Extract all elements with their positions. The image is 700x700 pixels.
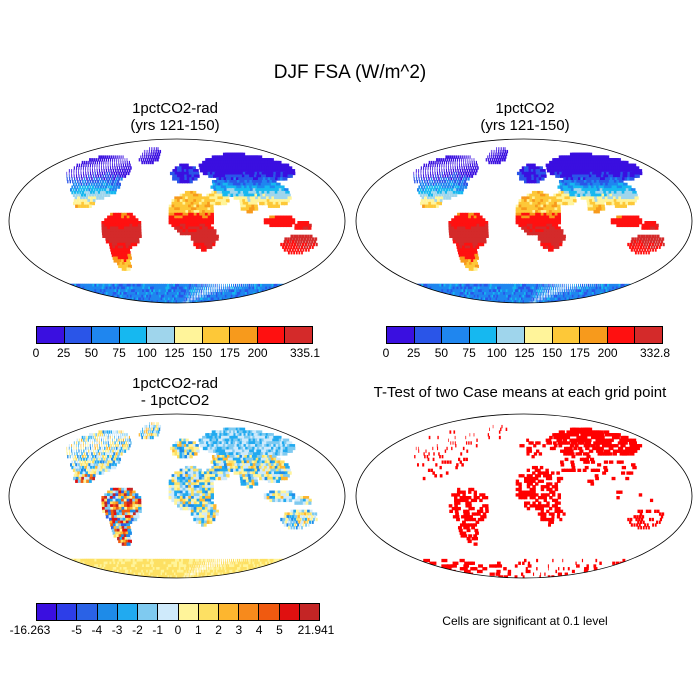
colorbar-tick-label: 75	[112, 346, 126, 360]
colorbar-swatch	[257, 327, 286, 343]
colorbar-swatch	[138, 604, 159, 620]
colorbar-swatch	[147, 327, 175, 343]
colorbar-swatch	[119, 327, 148, 343]
colorbar-swatch	[158, 604, 179, 620]
colorbar-tick-label: 150	[192, 346, 213, 360]
colorbar-swatch	[299, 604, 320, 620]
colorbar-tick-label: -5	[71, 623, 82, 637]
colorbar-tick-label: 5	[276, 623, 283, 637]
colorbar-tick-label: 50	[84, 346, 99, 360]
colorbar-labels-difference: -16.263 -5 -4 -3 -2 -1 0 1 2 3 4 5 21.941	[10, 623, 335, 639]
colorbar-swatch	[524, 327, 553, 343]
colorbar-tick-label: -1	[152, 623, 164, 637]
map-1pctco2	[355, 138, 693, 304]
colorbar-tick-label: 0	[174, 623, 182, 637]
colorbar-swatch	[469, 327, 498, 343]
colorbar-swatch	[37, 327, 65, 343]
colorbar-swatch	[230, 327, 258, 343]
colorbar-tick-label: 1	[194, 623, 202, 637]
colorbar-tick-label: 25	[57, 346, 71, 360]
colorbar-swatch	[198, 604, 219, 620]
colorbar-tick-label: 150	[542, 346, 563, 360]
colorbar-labels-1pctco2-rad: 0 25 50 75 100 125 150 175 200 335.1	[32, 346, 320, 362]
colorbar-swatch	[497, 327, 525, 343]
colorbar-tick-label: 4	[255, 623, 263, 637]
colorbar-tick-label: 335.1	[289, 346, 321, 360]
colorbar-swatch	[97, 604, 118, 620]
colorbar-tick-label: 75	[462, 346, 476, 360]
colorbar-swatch	[178, 604, 199, 620]
colorbar-tick-label: 50	[434, 346, 449, 360]
figure-title: DJF FSA (W/m^2)	[273, 62, 427, 83]
panel-title-1pctco2: 1pctCO2 (yrs 121-150)	[480, 100, 570, 134]
colorbar-tick-label: -16.263	[9, 623, 51, 637]
colorbar-tick-label: -3	[111, 623, 123, 637]
colorbar-tick-label: -4	[91, 623, 103, 637]
colorbar-swatch	[552, 327, 581, 343]
colorbar-tick-label: 200	[597, 346, 618, 360]
colorbar-tick-label: -2	[132, 623, 143, 637]
colorbar-swatch	[117, 604, 139, 620]
colorbar-tick-label: 0	[32, 346, 40, 360]
colorbar-tick-label: 175	[219, 346, 240, 360]
colorbar-swatch	[259, 604, 280, 620]
colorbar-swatch	[64, 327, 93, 343]
colorbar-swatch	[202, 327, 231, 343]
colorbar-swatch	[77, 604, 98, 620]
colorbar-swatch	[57, 604, 78, 620]
colorbar-labels-1pctco2: 0 25 50 75 100 125 150 175 200 332.8	[382, 346, 670, 362]
colorbar-tick-label: 125	[164, 346, 185, 360]
colorbar-swatch	[279, 604, 300, 620]
colorbar-swatch	[285, 327, 312, 343]
significance-note: Cells are significant at 0.1 level	[442, 614, 608, 628]
colorbar-swatch	[607, 327, 636, 343]
colorbar-1pctco2	[386, 326, 663, 344]
colorbar-tick-label: 100	[486, 346, 507, 360]
colorbar-tick-label: 200	[247, 346, 268, 360]
colorbar-swatch	[414, 327, 443, 343]
colorbar-swatch	[635, 327, 662, 343]
panel-title-ttest: T-Test of two Case means at each grid po…	[373, 384, 667, 401]
colorbar-swatch	[387, 327, 415, 343]
colorbar-swatch	[239, 604, 260, 620]
map-difference	[8, 413, 346, 579]
panel-title-difference: 1pctCO2-rad - 1pctCO2	[132, 375, 218, 409]
colorbar-tick-label: 21.941	[297, 623, 335, 637]
colorbar-swatch	[218, 604, 240, 620]
colorbar-swatch	[580, 327, 608, 343]
colorbar-tick-label: 25	[407, 346, 421, 360]
colorbar-difference	[36, 603, 320, 621]
colorbar-tick-label: 100	[136, 346, 157, 360]
colorbar-swatch	[442, 327, 470, 343]
map-1pctco2-rad	[8, 138, 346, 304]
colorbar-swatch	[92, 327, 120, 343]
colorbar-tick-label: 175	[569, 346, 590, 360]
colorbar-1pctco2-rad	[36, 326, 313, 344]
colorbar-tick-label: 125	[514, 346, 535, 360]
colorbar-tick-label: 332.8	[639, 346, 671, 360]
colorbar-swatch	[37, 604, 58, 620]
colorbar-tick-label: 2	[215, 623, 222, 637]
colorbar-tick-label: 0	[382, 346, 390, 360]
colorbar-tick-label: 3	[235, 623, 243, 637]
map-ttest	[355, 413, 693, 579]
panel-title-1pctco2-rad: 1pctCO2-rad (yrs 121-150)	[130, 100, 220, 134]
colorbar-swatch	[174, 327, 203, 343]
